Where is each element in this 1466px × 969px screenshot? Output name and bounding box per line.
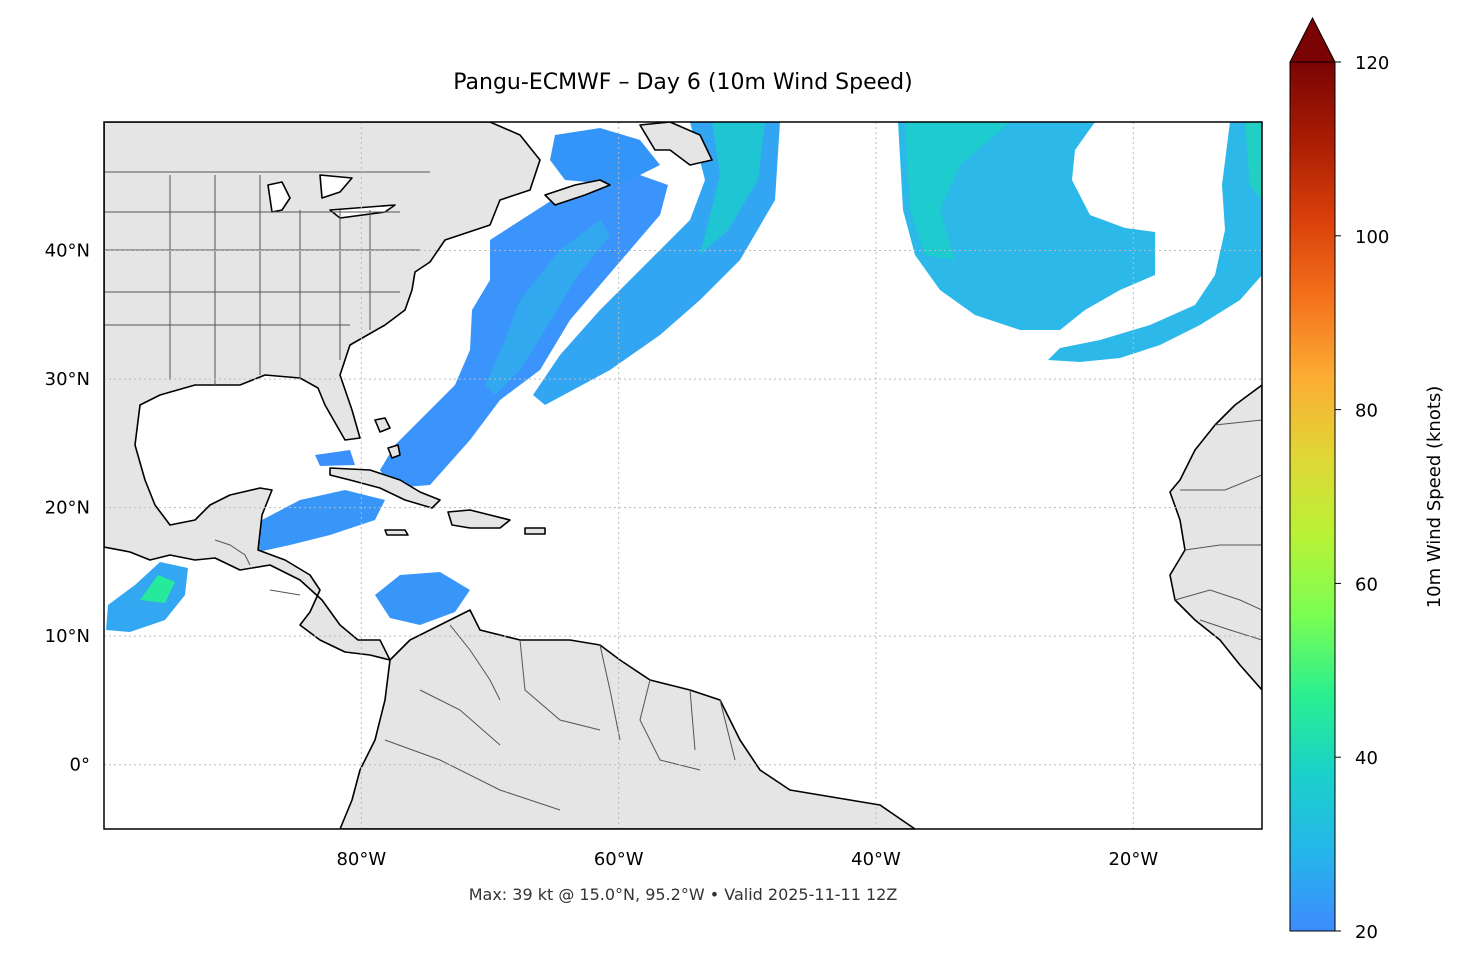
colorbar-extend-max [1289, 16, 1336, 63]
jamaica-land [384, 529, 409, 536]
colorbar-tick-label: 80 [1355, 401, 1378, 422]
lon-tick-label: 20°W [1108, 849, 1158, 870]
colorbar-gradient [1289, 61, 1336, 932]
map-gridlines [104, 122, 1262, 829]
wind-patch-caribbean-north [258, 490, 385, 552]
colorbar-label: 10m Wind Speed (knots) [1424, 386, 1445, 609]
wind-band-central-atlantic-core [700, 122, 765, 255]
nova-scotia-land [544, 179, 611, 206]
wind-arc-eastern-atlantic [898, 122, 1155, 330]
colorbar-tick-label: 40 [1355, 748, 1378, 769]
south-america-land [339, 609, 916, 829]
lon-tick-label: 60°W [594, 849, 644, 870]
wind-max-tehuantepec [140, 575, 175, 603]
colorbar-tick-label: 120 [1355, 53, 1389, 74]
cuba-land [329, 467, 441, 509]
wind-arc-eastern-atlantic-teal [905, 122, 1010, 260]
north-america-land [104, 122, 541, 661]
puerto-rico-land [524, 527, 546, 535]
lat-tick-label: 10°N [45, 626, 90, 647]
lat-tick-label: 0° [70, 755, 90, 776]
lat-tick-label: 30°N [45, 369, 90, 390]
hispaniola-land [447, 509, 511, 529]
wind-field-layer [106, 122, 1262, 632]
wind-patch-caribbean-south [375, 572, 470, 625]
lon-tick-label: 80°W [336, 849, 386, 870]
land-layer [104, 122, 1262, 829]
wind-patch-florida-straits [315, 450, 355, 466]
bahamas-land [374, 417, 401, 459]
colorbar-tick-label: 60 [1355, 574, 1378, 595]
newfoundland-land [639, 122, 713, 166]
wind-band-far-east [1048, 122, 1262, 362]
map-title: Pangu-ECMWF – Day 6 (10m Wind Speed) [453, 70, 913, 95]
map-frame [103, 121, 1263, 830]
wind-patch-gulf-of-maine [550, 128, 660, 185]
colorbar-tick-label: 100 [1355, 227, 1389, 248]
max-wind-footer: Max: 39 kt @ 15.0°N, 95.2°W • Valid 2025… [468, 885, 898, 904]
lon-tick-label: 40°W [851, 849, 901, 870]
lat-tick-label: 40°N [45, 241, 90, 262]
colorbar-tick-label: 20 [1355, 922, 1378, 943]
axis-tick-labels: 80°W 60°W 40°W 20°W 40°N 30°N 20°N 10°N 0° [45, 241, 1159, 870]
political-borders [104, 171, 1262, 811]
wind-swath-western-atlantic-core [485, 220, 610, 395]
colorbar: 20 40 60 80 100 120 10m Wind Speed (knots) [1289, 16, 1445, 943]
map-area[interactable] [103, 121, 1263, 830]
wind-band-far-east-core [1245, 122, 1262, 200]
lat-tick-label: 20°N [45, 498, 90, 519]
colorbar-ticks: 20 40 60 80 100 120 [1335, 53, 1389, 943]
